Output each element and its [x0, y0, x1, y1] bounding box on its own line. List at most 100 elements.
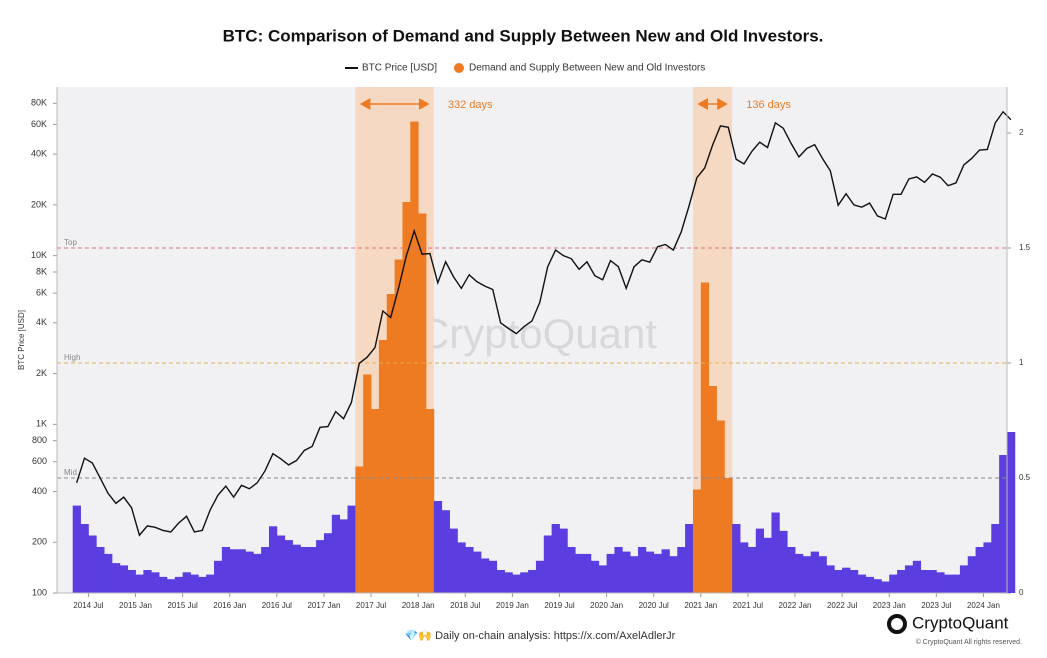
y-tick-label: 6K: [36, 287, 47, 297]
x-tick-label: 2021 Jan: [684, 601, 717, 610]
level-label: Top: [64, 238, 77, 247]
bar: [394, 259, 403, 593]
bar: [512, 574, 521, 593]
x-tick-label: 2020 Jan: [590, 601, 623, 610]
x-tick-label: 2017 Jan: [307, 601, 340, 610]
x-tick-label: 2018 Jan: [402, 601, 435, 610]
duration-label: 332 days: [448, 99, 493, 111]
bar: [575, 553, 584, 593]
bar: [473, 551, 482, 593]
bar: [606, 553, 615, 593]
bar: [685, 524, 694, 593]
y-tick-label: 800: [32, 435, 47, 445]
bar: [111, 563, 121, 593]
watermark: CryptoQuant: [419, 310, 657, 357]
bar: [504, 572, 513, 593]
copyright: © CryptoQuant All rights reserved.: [916, 638, 1022, 646]
bar: [347, 505, 356, 593]
bar: [889, 574, 898, 593]
bar: [363, 374, 372, 593]
bar: [253, 553, 262, 593]
legend-label: BTC Price [USD]: [362, 63, 437, 74]
bar: [378, 340, 388, 593]
bar: [622, 551, 631, 593]
x-tick-label: 2021 Jul: [733, 601, 763, 610]
bar: [598, 565, 607, 593]
legend-label: Demand and Supply Between New and Old In…: [469, 63, 705, 74]
plot: 100 200 400 600 800 1K 2K 4K 6K 8K 10K 20K 40K 60K 80K…: [31, 87, 1031, 610]
bar: [732, 524, 741, 593]
bar: [520, 572, 529, 593]
bar: [190, 574, 199, 593]
x-tick-label: 2017 Jul: [356, 601, 386, 610]
bar: [740, 542, 749, 593]
bar: [959, 565, 969, 593]
bar: [771, 512, 780, 593]
x-tick-label: 2016 Jul: [262, 601, 292, 610]
bar: [904, 565, 914, 593]
duration-label: 136 days: [746, 99, 791, 111]
bar: [826, 565, 835, 593]
bar: [543, 535, 553, 593]
y-tick-label: 400: [32, 486, 47, 496]
bar: [119, 565, 129, 593]
bar: [999, 455, 1008, 593]
bar: [371, 409, 380, 593]
price-line: [75, 110, 1012, 537]
bar: [323, 533, 333, 593]
bar: [221, 547, 231, 593]
y-tick-label: 60K: [31, 119, 47, 129]
bar: [983, 542, 992, 593]
bar: [881, 581, 890, 593]
bar: [402, 202, 411, 593]
bar: [174, 576, 184, 593]
bar: [779, 530, 788, 593]
brand-logo: [887, 614, 907, 634]
y-tick-label: 2K: [36, 368, 47, 378]
bar: [339, 519, 348, 593]
bar: [967, 556, 976, 593]
bar: [151, 572, 160, 593]
bar: [182, 572, 191, 593]
bar: [480, 558, 490, 593]
bar: [787, 547, 796, 593]
bar: [237, 549, 246, 593]
x-tick-label: 2023 Jul: [921, 601, 951, 610]
y-tick-label: 100: [32, 587, 47, 597]
bar: [418, 213, 427, 593]
bar: [410, 121, 419, 593]
bar: [700, 282, 710, 593]
bar: [834, 570, 843, 593]
bar: [308, 547, 317, 593]
bar: [724, 478, 733, 593]
bar: [166, 579, 176, 593]
x-tick-label: 2016 Jan: [213, 601, 246, 610]
plot-background: [57, 87, 1007, 593]
bar: [449, 528, 458, 593]
y2-tick-label: 0.5: [1019, 473, 1031, 482]
x-tick-label: 2022 Jan: [779, 601, 812, 610]
bar: [465, 547, 474, 593]
bar: [810, 551, 819, 593]
bar: [849, 570, 859, 593]
level-label: Mid: [64, 468, 77, 477]
bar: [159, 576, 168, 593]
bar: [818, 556, 827, 593]
bar: [920, 570, 929, 593]
y-tick-label: 10K: [31, 250, 47, 260]
bar: [590, 560, 600, 593]
y2-tick-label: 0: [1019, 588, 1024, 597]
bar: [912, 560, 922, 593]
x-tick-label: 2022 Jul: [827, 601, 857, 610]
bar: [316, 540, 325, 593]
x-tick-label: 2019 Jan: [496, 601, 529, 610]
legend-dot: [454, 63, 464, 73]
y-tick-label: 80K: [31, 98, 47, 108]
bar: [441, 510, 450, 593]
bar: [292, 544, 301, 593]
x-tick-label: 2015 Jul: [167, 601, 197, 610]
y-tick-label: 600: [32, 456, 47, 466]
bar: [535, 560, 545, 593]
bar: [865, 576, 874, 593]
x-tick-label: 2018 Jul: [450, 601, 480, 610]
